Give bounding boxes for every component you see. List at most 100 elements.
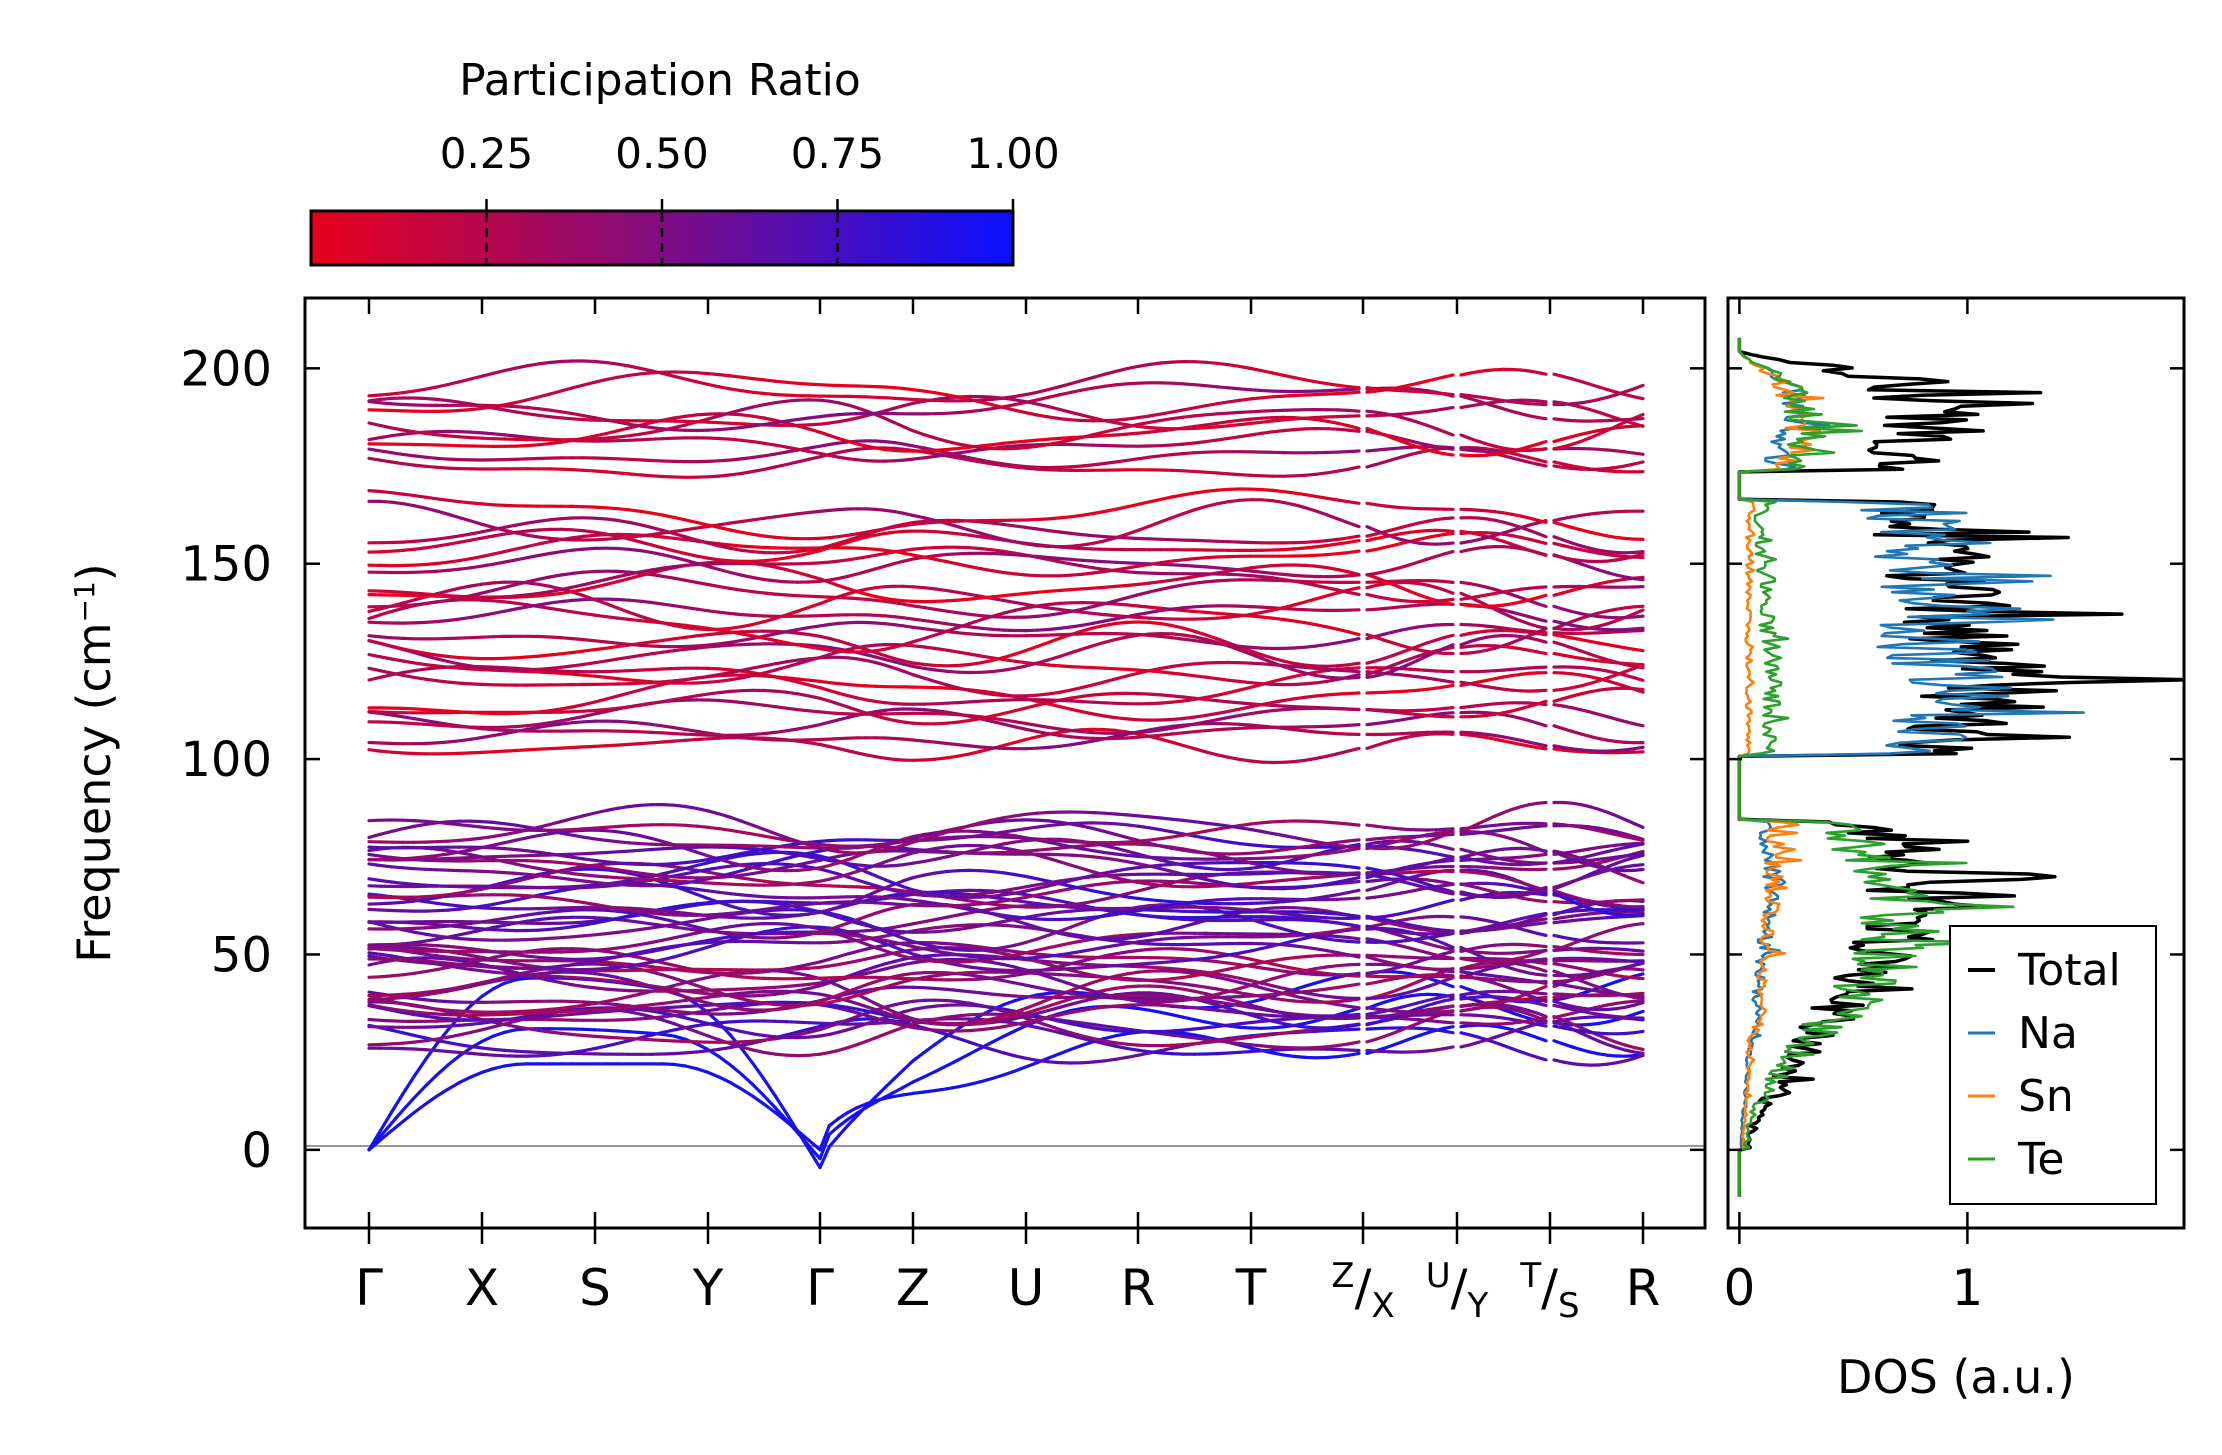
optical-band: [1147, 947, 1163, 952]
optical-band: [717, 1045, 733, 1051]
optical-band: [1035, 954, 1051, 960]
optical-band: [1170, 1042, 1185, 1047]
optical-band: [1147, 898, 1163, 903]
optical-band: [649, 947, 665, 954]
optical-band: [967, 977, 983, 982]
optical-band: [446, 1033, 461, 1039]
acoustic-band: [762, 1077, 777, 1098]
optical-band: [390, 865, 405, 870]
optical-band: [1226, 974, 1242, 980]
acoustic-band: [604, 1028, 620, 1033]
optical-band: [446, 850, 461, 856]
optical-band: [695, 998, 710, 1005]
optical-band: [1442, 997, 1455, 1003]
optical-band: [911, 956, 926, 962]
optical-band: [661, 936, 676, 942]
optical-band: [446, 1049, 461, 1055]
acoustic-band: [846, 1113, 859, 1128]
optical-band: [1181, 900, 1197, 905]
optical-band: [1057, 925, 1073, 933]
optical-band: [1069, 991, 1084, 997]
optical-band: [1091, 889, 1107, 895]
optical-band: [1102, 992, 1118, 999]
optical-band: [1001, 846, 1017, 852]
optical-band: [1535, 899, 1548, 904]
optical-band: [1102, 934, 1118, 940]
optical-band: [902, 948, 915, 956]
optical-band: [883, 941, 897, 949]
optical-band: [1080, 917, 1095, 925]
optical-band: [548, 936, 563, 941]
optical-band: [902, 1014, 915, 1021]
optical-band: [423, 998, 439, 1003]
optical-band: [728, 1006, 744, 1011]
optical-band: [582, 1010, 597, 1016]
optical-band: [706, 1001, 721, 1008]
acoustic-band: [390, 1108, 405, 1125]
optical-band: [683, 888, 699, 897]
optical-band: [1292, 885, 1307, 890]
optical-band: [423, 959, 439, 964]
optical-band: [412, 958, 428, 963]
optical-band: [1260, 856, 1275, 860]
optical-band: [1035, 917, 1051, 922]
optical-band: [1292, 999, 1307, 1004]
optical-band: [864, 942, 878, 950]
optical-band: [784, 934, 800, 940]
optical-band: [1442, 1020, 1455, 1025]
optical-band: [1024, 1002, 1039, 1010]
optical-band: [570, 961, 586, 967]
optical-band: [922, 917, 938, 924]
acoustic-band: [1013, 1065, 1028, 1073]
optical-band: [638, 1016, 654, 1021]
optical-band: [728, 882, 744, 887]
optical-band: [423, 922, 439, 927]
optical-band: [945, 998, 960, 1004]
optical-band: [979, 1004, 994, 1009]
optical-band: [911, 920, 926, 926]
optical-band: [1535, 931, 1548, 938]
optical-band: [883, 982, 897, 989]
optical-band: [1113, 972, 1129, 978]
optical-band: [864, 911, 878, 919]
optical-band: [435, 847, 450, 853]
optical-band: [1057, 997, 1073, 1005]
optical-band: [536, 955, 552, 960]
optical-band: [739, 871, 755, 877]
optical-band: [911, 944, 926, 951]
optical-band: [367, 847, 382, 853]
optical-band: [593, 858, 608, 864]
acoustic-band: [773, 1105, 789, 1122]
optical-band: [570, 862, 586, 867]
optical-band: [1170, 900, 1185, 905]
optical-band: [695, 857, 710, 863]
optical-band: [739, 1007, 755, 1012]
optical-band: [683, 922, 699, 929]
optical-band: [864, 979, 878, 987]
optical-band: [683, 968, 699, 974]
optical-band: [956, 905, 972, 912]
optical-band: [1136, 862, 1151, 868]
optical-band: [548, 896, 563, 901]
optical-band: [1080, 971, 1095, 977]
optical-band: [1013, 971, 1028, 977]
optical-band: [446, 957, 461, 963]
optical-band: [503, 898, 518, 904]
optical-band: [627, 1007, 642, 1012]
optical-band: [1249, 960, 1264, 967]
optical-band: [570, 923, 586, 929]
optical-band: [615, 1036, 631, 1041]
optical-band: [367, 960, 382, 967]
acoustic-band: [846, 1111, 859, 1121]
optical-band: [1226, 951, 1242, 957]
optical-band: [525, 1026, 541, 1033]
optical-band: [1335, 938, 1350, 944]
optical-band: [423, 989, 439, 995]
optical-band: [1238, 1049, 1253, 1054]
optical-band: [967, 829, 983, 834]
optical-band: [1102, 894, 1118, 901]
optical-band: [1013, 838, 1028, 844]
optical-band: [1113, 1025, 1129, 1031]
acoustic-band: [435, 1063, 450, 1077]
acoustic-band: [503, 1028, 518, 1034]
